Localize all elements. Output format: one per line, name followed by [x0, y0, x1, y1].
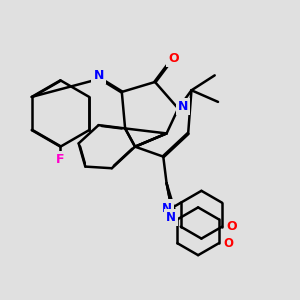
Text: O: O: [168, 52, 178, 65]
Text: N: N: [178, 100, 188, 113]
Text: F: F: [56, 153, 65, 166]
Text: N: N: [162, 202, 172, 214]
Text: N: N: [166, 211, 176, 224]
Text: O: O: [224, 237, 234, 250]
Text: O: O: [226, 220, 237, 233]
Text: N: N: [161, 202, 172, 214]
Text: N: N: [93, 69, 104, 82]
